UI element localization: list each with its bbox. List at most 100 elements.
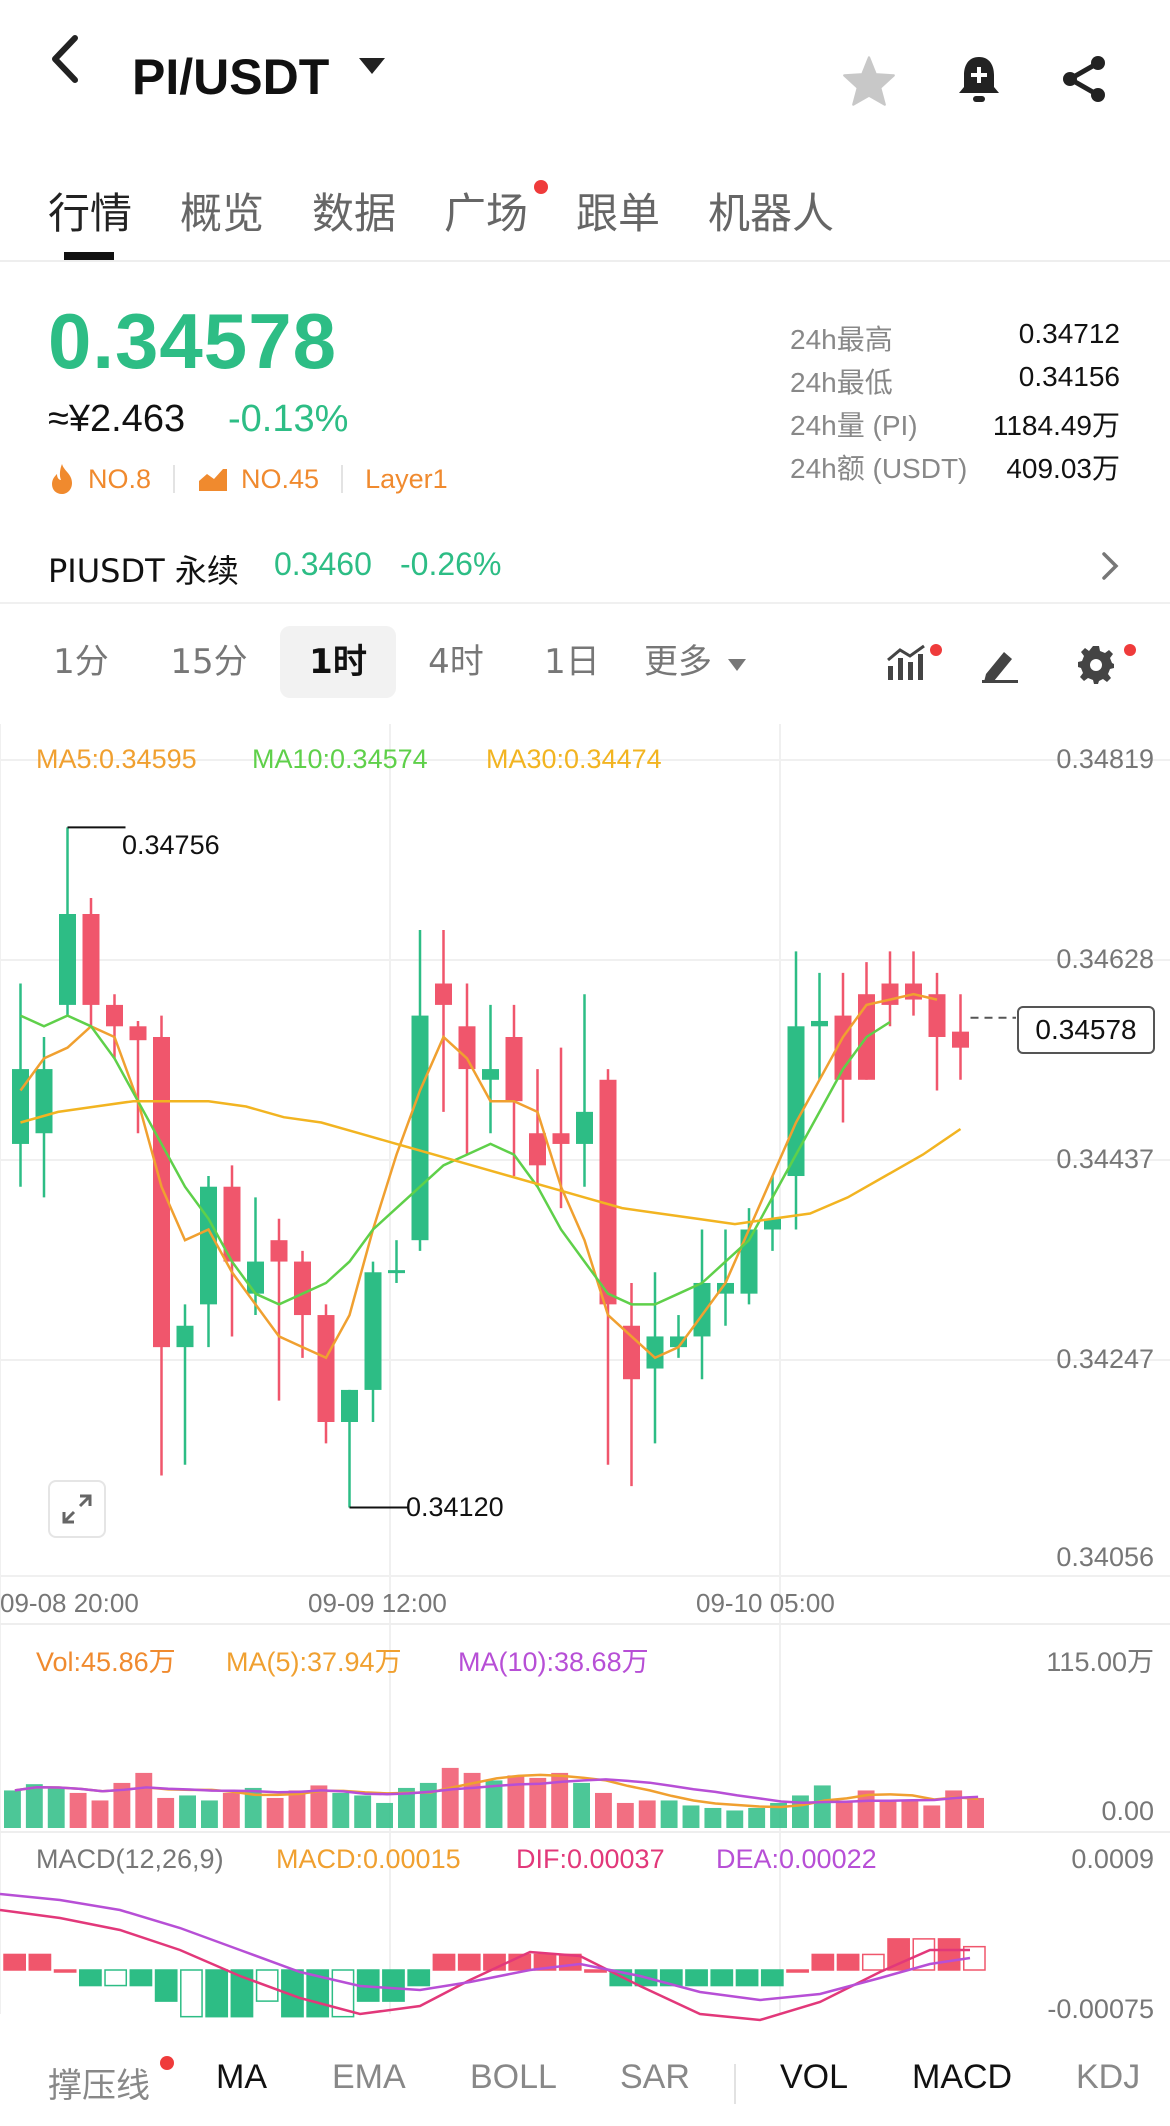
volume-bar <box>485 1780 503 1828</box>
macd-histogram-bar <box>735 1969 759 1987</box>
tab-bots[interactable]: 机器人 <box>708 189 835 238</box>
macd-histogram-bar <box>786 1969 809 1973</box>
indicator-sar[interactable]: SAR <box>620 2058 690 2096</box>
macd-histogram-bar <box>79 1969 102 1987</box>
volume-bar <box>529 1777 547 1828</box>
tab-overview[interactable]: 概览 <box>180 189 265 238</box>
volume-bar <box>879 1800 897 1828</box>
indicator-macd[interactable]: MACD <box>912 2058 1013 2096</box>
tab-market[interactable]: 行情 <box>48 189 133 238</box>
draw-pencil-icon[interactable] <box>980 644 1020 688</box>
interval-1h[interactable]: 1时 <box>280 626 396 698</box>
candle-body <box>223 1186 241 1262</box>
caret-down-icon[interactable] <box>728 656 746 675</box>
interval-15m[interactable]: 15分 <box>170 642 248 682</box>
macd-legend-dif: DIF:0.00037 <box>516 1844 665 1874</box>
back-arrow-icon[interactable] <box>30 24 100 94</box>
volume-bar <box>945 1790 963 1828</box>
volume-bar <box>419 1782 437 1828</box>
macd-legend-macd: MACD:0.00015 <box>276 1844 461 1874</box>
candle-body <box>552 1133 570 1144</box>
pair-title[interactable]: PI/USDT <box>132 49 330 105</box>
stat-value: 1184.49万 <box>992 410 1120 441</box>
sector-tag[interactable]: Layer1 <box>365 464 448 495</box>
macd-histogram-bar <box>457 1953 481 1971</box>
volume-bar <box>135 1772 153 1828</box>
volume-bar <box>770 1802 787 1828</box>
volume-bar <box>616 1802 634 1828</box>
kline-chart[interactable] <box>0 724 1170 2034</box>
rank-tags: NO.8 NO.45 Layer1 <box>48 460 448 498</box>
interval-4h[interactable]: 4时 <box>428 642 484 682</box>
change-percent: -0.13% <box>228 398 349 440</box>
star-icon[interactable] <box>834 46 904 116</box>
indicator-vol[interactable]: VOL <box>780 2058 849 2096</box>
rank-tag-hot[interactable]: NO.8 <box>48 463 151 495</box>
price-axis-label: 0.34819 <box>1056 744 1154 774</box>
indicator-support-resistance[interactable]: 撑压线 <box>48 2067 150 2105</box>
ma30-line <box>20 1099 962 1226</box>
tab-square[interactable]: 广场 <box>444 189 529 238</box>
macd-histogram-bar <box>129 1969 153 1987</box>
volume-bar <box>201 1800 218 1828</box>
interval-bar: 1分 15分 1时 4时 1日 更多 <box>0 626 1170 702</box>
bell-plus-icon[interactable] <box>944 44 1014 114</box>
share-icon[interactable] <box>1050 44 1120 114</box>
tab-copy-trade[interactable]: 跟单 <box>576 189 661 238</box>
volume-bar <box>222 1792 240 1828</box>
expand-icon <box>62 1494 92 1524</box>
perpetual-change: -0.26% <box>400 546 502 582</box>
candle-body <box>670 1336 687 1348</box>
macd-histogram-bar <box>887 1938 910 1971</box>
kline-chart-area[interactable]: MA5:0.34595 MA10:0.34574 MA30:0.34474 0.… <box>0 724 1170 2034</box>
volume-bar <box>704 1807 722 1828</box>
indicator-boll[interactable]: BOLL <box>470 2058 557 2096</box>
macd-histogram-bar <box>685 1969 708 1987</box>
volume-bar <box>595 1792 612 1828</box>
macd-axis-label: -0.00075 <box>1047 1994 1154 2024</box>
price-axis-label: 0.34628 <box>1056 944 1154 974</box>
macd-histogram-bar <box>382 1969 405 2002</box>
macd-axis-label: 0.0009 <box>1071 1844 1154 1874</box>
indicator-ema[interactable]: EMA <box>332 2058 406 2096</box>
candle-body <box>646 1336 664 1369</box>
volume-bar <box>748 1807 766 1828</box>
settings-gear-icon[interactable] <box>1076 644 1116 688</box>
rank-tag-gainer[interactable]: NO.45 <box>197 464 319 495</box>
volume-bar <box>310 1785 328 1828</box>
candle-body <box>811 1020 828 1027</box>
macd-histogram-bar <box>104 1969 128 1987</box>
volume-bar <box>4 1790 21 1828</box>
candle-body <box>529 1133 546 1166</box>
interval-1m[interactable]: 1分 <box>53 642 109 682</box>
candle-body <box>176 1325 194 1348</box>
indicator-ma[interactable]: MA <box>216 2058 267 2096</box>
volume-bar <box>354 1795 372 1828</box>
indicator-kdj[interactable]: KDJ <box>1076 2058 1141 2096</box>
candle-body <box>106 1004 123 1027</box>
macd-histogram-bar <box>584 1969 607 1973</box>
vol-legend: Vol:45.86万 <box>36 1647 176 1677</box>
volume-bar <box>332 1792 350 1828</box>
volume-bar <box>901 1800 919 1828</box>
indicator-chart-icon[interactable] <box>886 644 930 686</box>
interval-1d[interactable]: 1日 <box>544 642 600 682</box>
perpetual-link[interactable]: PIUSDT 永续 0.3460 -0.26% <box>0 532 1170 604</box>
candle-body <box>717 1282 734 1294</box>
macd-legend-dea: DEA:0.00022 <box>716 1844 877 1874</box>
header-bar: PI/USDT <box>0 0 1170 160</box>
candle-body <box>270 1240 288 1262</box>
tab-data[interactable]: 数据 <box>312 189 397 238</box>
notification-dot <box>1124 644 1136 656</box>
time-axis-label: 09-10 05:00 <box>696 1588 835 1618</box>
caret-down-icon[interactable] <box>352 46 392 86</box>
stat-label: 24h最低 <box>790 367 893 398</box>
interval-more[interactable]: 更多 <box>644 642 712 682</box>
candle-body <box>599 1079 617 1305</box>
macd-histogram-bar <box>432 1953 456 1971</box>
volume-bar <box>638 1800 656 1828</box>
macd-histogram-bar <box>230 1969 254 2018</box>
expand-fullscreen-button[interactable] <box>48 1480 106 1538</box>
macd-histogram-bar <box>937 1938 961 1971</box>
notification-dot <box>930 644 942 656</box>
